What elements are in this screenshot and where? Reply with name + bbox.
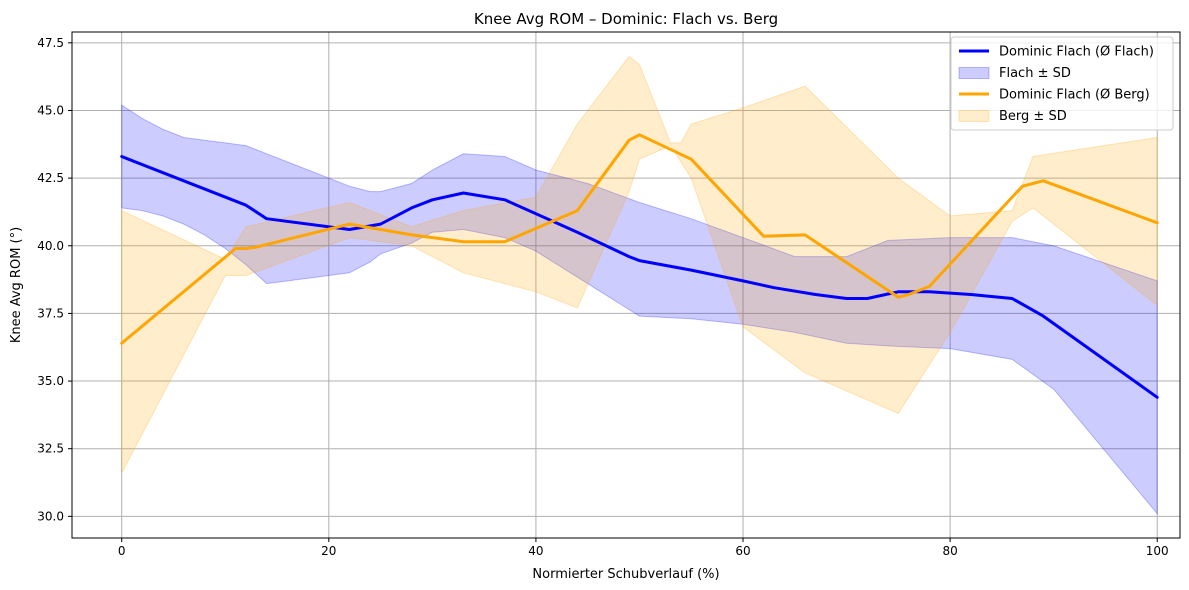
- y-tick-label: 47.5: [37, 36, 64, 50]
- x-tick-label: 0: [118, 544, 126, 558]
- x-axis-label: Normierter Schubverlauf (%): [532, 567, 719, 582]
- legend-label: Berg ± SD: [999, 109, 1067, 124]
- chart-title: Knee Avg ROM – Dominic: Flach vs. Berg: [474, 10, 778, 28]
- x-tick-label: 60: [735, 544, 750, 558]
- mean-lines: [120, 133, 1159, 399]
- y-tick-label: 45.0: [37, 103, 64, 117]
- legend: Dominic Flach (Ø Flach) Flach ± SD Dominic…: [950, 36, 1174, 131]
- axis-ticks: 0 20 40 60 80 100 30.0 32.5 35.0 37.5 40.0 42.5 45.0…: [37, 36, 1168, 558]
- plot-frame: [71, 31, 1181, 539]
- y-tick-label: 32.5: [37, 442, 64, 456]
- y-tick-label: 42.5: [37, 171, 64, 185]
- legend-label: Flach ± SD: [999, 66, 1071, 81]
- legend-band-swatch: [958, 67, 990, 79]
- y-tick-label: 35.0: [37, 374, 64, 388]
- y-tick-label: 40.0: [37, 239, 64, 253]
- sd-band-1: [121, 104, 1158, 515]
- grid-lines: [72, 32, 1180, 538]
- x-tick-label: 100: [1146, 544, 1169, 558]
- series-line-2: [120, 133, 1159, 345]
- legend-band-swatch: [958, 110, 990, 122]
- x-tick-label: 20: [321, 544, 336, 558]
- x-tick-label: 80: [942, 544, 957, 558]
- y-tick-label: 30.0: [37, 509, 64, 523]
- x-tick-label: 40: [528, 544, 543, 558]
- sd-bands: [121, 55, 1158, 515]
- series-line-0: [120, 155, 1159, 399]
- legend-label: Dominic Flach (Ø Flach): [999, 45, 1154, 60]
- y-tick-label: 37.5: [37, 306, 64, 320]
- legend-label: Dominic Flach (Ø Berg): [999, 88, 1150, 103]
- sd-band-3: [121, 55, 1158, 474]
- legend-box: [950, 36, 1174, 131]
- y-axis-label: Knee Avg ROM (°): [9, 227, 24, 343]
